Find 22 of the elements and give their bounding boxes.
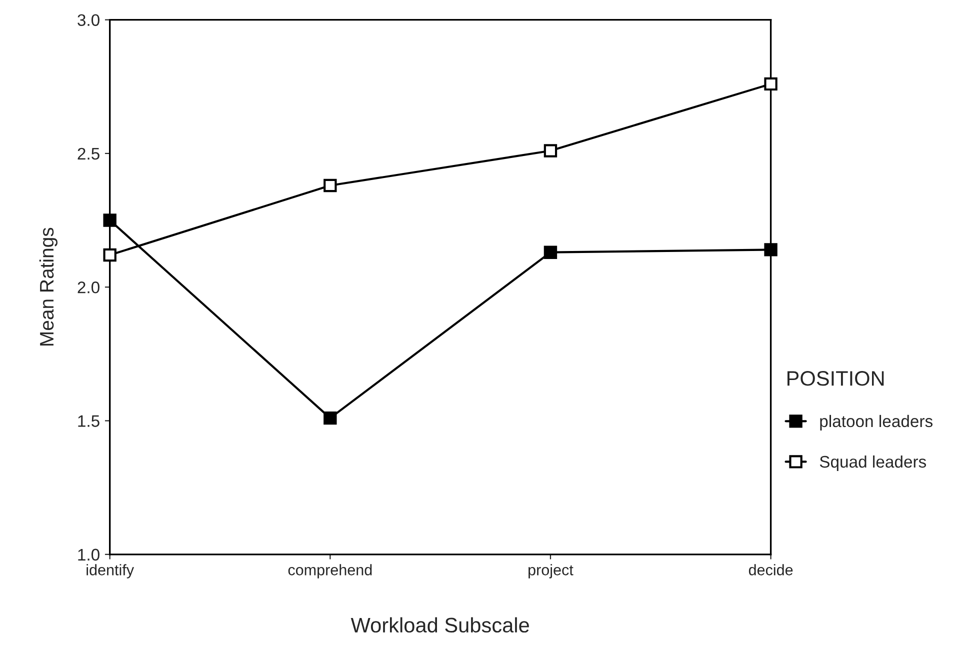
y-tick-label: 2.0 xyxy=(78,282,100,294)
y-axis-title: Mean Ratings xyxy=(39,228,58,346)
legend-label: Squad leaders xyxy=(820,455,926,471)
x-axis-title: Workload Subscale xyxy=(350,617,529,633)
x-tick-label: project xyxy=(528,564,574,578)
y-tick-label: 3.0 xyxy=(78,14,100,26)
legend-label: platoon leaders xyxy=(820,414,932,430)
y-tick-label: 1.5 xyxy=(78,415,100,427)
x-tick-label: identify xyxy=(86,564,134,578)
x-tick-label: comprehend xyxy=(288,564,372,578)
point xyxy=(324,411,337,425)
x-tick-label: decide xyxy=(748,564,793,576)
point xyxy=(324,178,337,192)
point xyxy=(764,77,778,91)
legend-title: POSITION xyxy=(788,371,884,386)
y-tick-label: 2.5 xyxy=(78,148,100,160)
point xyxy=(544,144,558,158)
y-tick-label: 1.0 xyxy=(78,548,100,561)
point xyxy=(544,246,558,259)
point xyxy=(103,248,116,262)
point xyxy=(103,214,116,227)
point xyxy=(764,243,778,256)
